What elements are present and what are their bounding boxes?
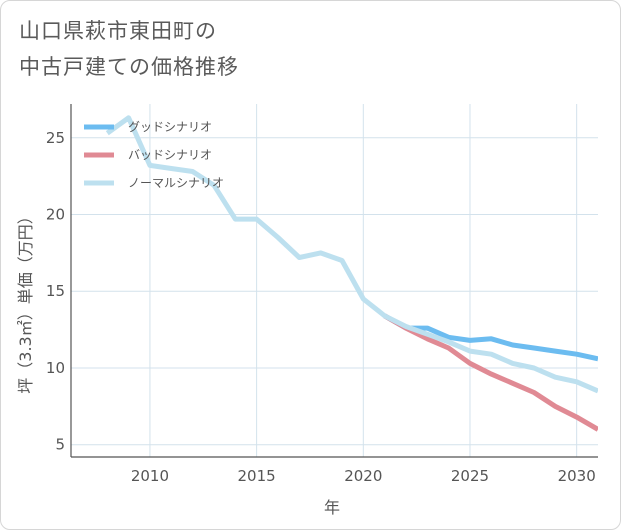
series-line-good bbox=[383, 313, 598, 362]
y-tick-label: 5 bbox=[55, 436, 65, 454]
x-tick-label: 2010 bbox=[131, 467, 169, 485]
chart-title-line-2: 中古戸建ての価格推移 bbox=[19, 55, 239, 79]
y-tick-label: 10 bbox=[46, 359, 65, 377]
y-tick-label: 25 bbox=[46, 129, 65, 147]
chart-title-line-1: 山口県萩市東田町の bbox=[19, 19, 217, 43]
series-line-normal bbox=[105, 115, 598, 394]
x-axis-title: 年 bbox=[324, 498, 340, 517]
series-line-bad bbox=[383, 313, 598, 432]
legend-label-good: グッドシナリオ bbox=[128, 120, 212, 134]
series-lines bbox=[105, 115, 598, 432]
grid bbox=[71, 104, 598, 457]
x-tick-label: 2015 bbox=[238, 467, 276, 485]
chart-title: 山口県萩市東田町の 中古戸建ての価格推移 bbox=[19, 13, 239, 85]
y-tick-label: 15 bbox=[46, 282, 65, 300]
x-tick-label: 2030 bbox=[558, 467, 596, 485]
y-axis-title: 坪（3.3㎡）単価（万円） bbox=[16, 208, 35, 393]
legend-label-bad: バッドシナリオ bbox=[128, 148, 212, 162]
x-tick-label: 2020 bbox=[344, 467, 382, 485]
y-tick-label: 20 bbox=[46, 206, 65, 224]
x-tick-label: 2025 bbox=[451, 467, 489, 485]
legend-label-normal: ノーマルシナリオ bbox=[128, 176, 224, 190]
